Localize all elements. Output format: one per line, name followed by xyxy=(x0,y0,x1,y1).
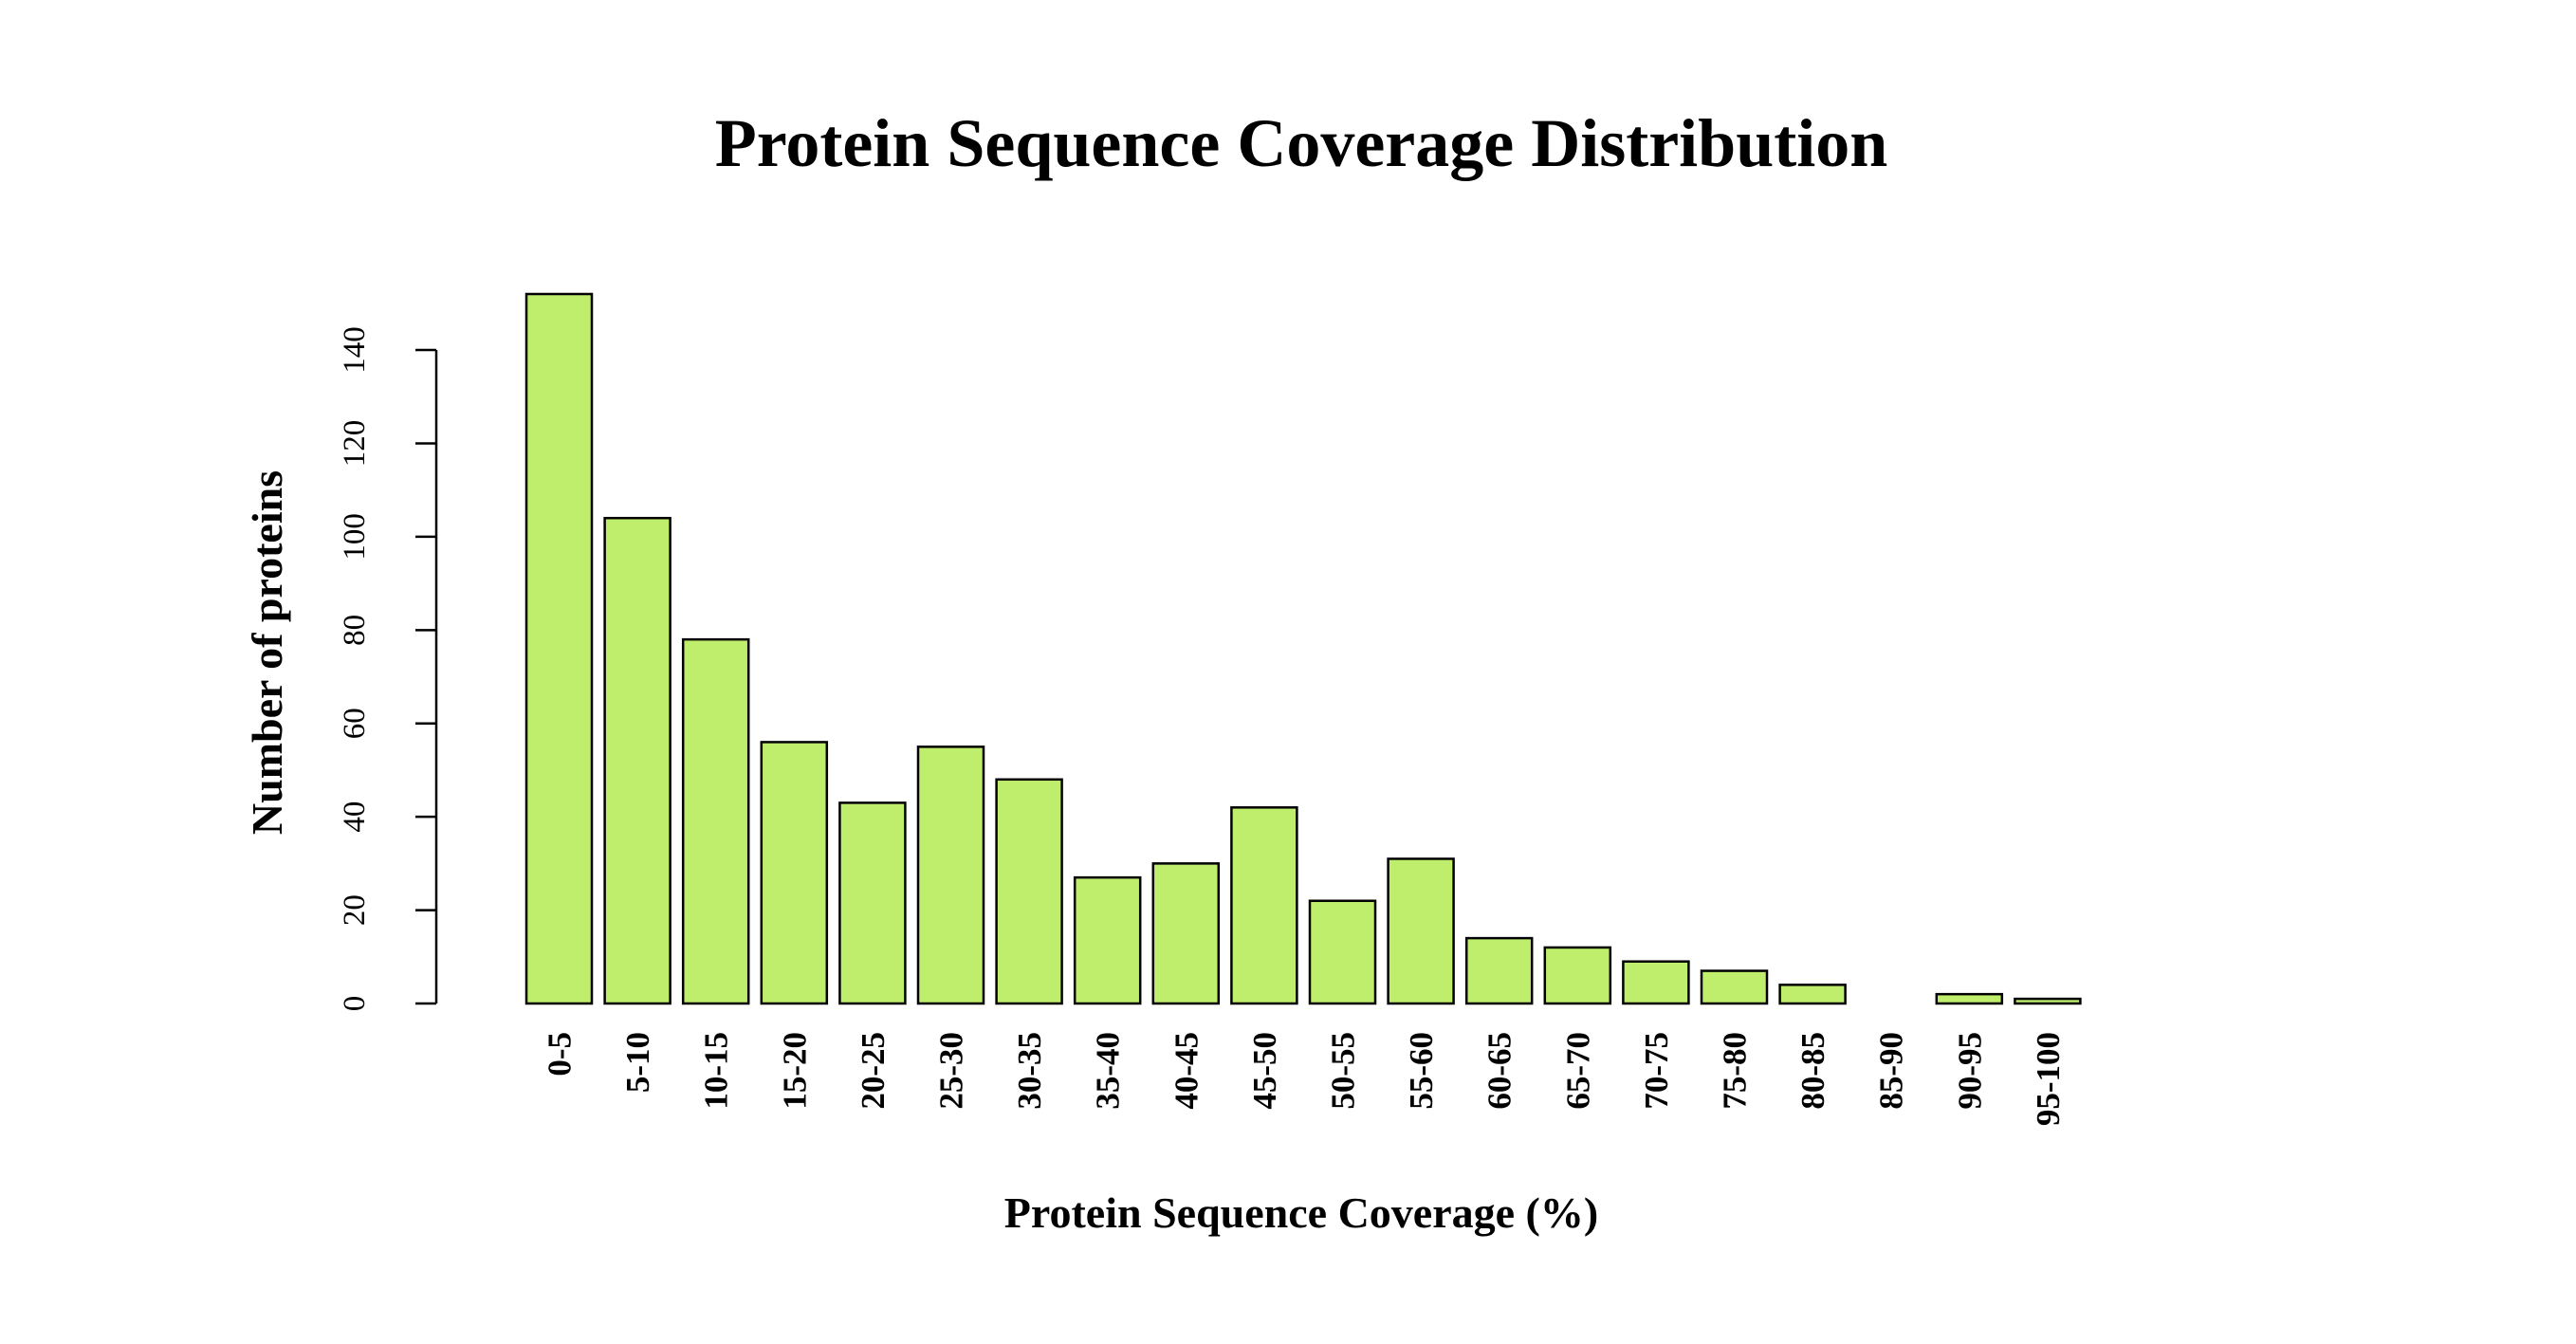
y-tick-label: 80 xyxy=(338,615,372,646)
bar-65-70 xyxy=(1543,946,1612,1005)
bar-50-55 xyxy=(1308,899,1377,1005)
bar-90-95 xyxy=(1935,992,2004,1005)
bar-80-85 xyxy=(1778,984,1847,1005)
x-tick-label: 65-70 xyxy=(1559,1032,1596,1110)
x-tick-label: 55-60 xyxy=(1403,1032,1440,1110)
y-tick-label: 100 xyxy=(338,513,372,561)
bar-25-30 xyxy=(916,746,985,1005)
bar-5-10 xyxy=(603,516,672,1005)
x-tick-label: 25-30 xyxy=(933,1032,970,1110)
x-tick-label: 45-50 xyxy=(1246,1032,1283,1110)
x-tick-label: 0-5 xyxy=(542,1032,579,1077)
y-tick-label: 40 xyxy=(338,801,372,833)
bar-45-50 xyxy=(1230,806,1298,1005)
x-tick-label: 90-95 xyxy=(1951,1032,1988,1110)
y-axis: 0 20 40 60 80 100 120 140 xyxy=(338,326,438,1012)
x-tick-label: 20-25 xyxy=(855,1032,892,1110)
y-tick-label: 20 xyxy=(338,894,372,926)
x-tick-label: 95-100 xyxy=(2030,1032,2067,1126)
bar-75-80 xyxy=(1700,969,1769,1005)
chart-title: Protein Sequence Coverage Distribution xyxy=(715,105,1888,181)
bar-70-75 xyxy=(1622,960,1690,1005)
x-tick-label: 70-75 xyxy=(1638,1032,1675,1110)
bar-95-100 xyxy=(2014,997,2082,1005)
x-tick-label: 50-55 xyxy=(1325,1032,1362,1110)
bar-30-35 xyxy=(995,778,1063,1005)
x-tick-label: 5-10 xyxy=(619,1032,656,1093)
y-axis-label: Number of proteins xyxy=(243,470,291,835)
bar-20-25 xyxy=(838,801,907,1005)
x-tick-label: 30-35 xyxy=(1011,1032,1048,1110)
bar-55-60 xyxy=(1387,857,1455,1005)
x-tick-label: 80-85 xyxy=(1794,1032,1831,1110)
y-tick-label: 60 xyxy=(338,708,372,739)
x-tick-label: 10-15 xyxy=(698,1032,735,1110)
bar-35-40 xyxy=(1073,875,1142,1005)
bar-60-65 xyxy=(1464,936,1534,1005)
x-tick-label: 85-90 xyxy=(1873,1032,1910,1110)
y-tick-label: 0 xyxy=(338,996,372,1012)
bar-10-15 xyxy=(681,637,750,1005)
x-tick-label: 60-65 xyxy=(1481,1032,1518,1110)
bar-40-45 xyxy=(1151,862,1221,1005)
y-tick-label: 120 xyxy=(338,420,372,468)
x-tick-label: 15-20 xyxy=(776,1032,813,1110)
x-tick-label: 35-40 xyxy=(1090,1032,1127,1110)
bars-group xyxy=(524,292,2082,1005)
x-tick-label: 75-80 xyxy=(1717,1032,1754,1110)
x-axis-label: Protein Sequence Coverage (%) xyxy=(1004,1188,1598,1237)
x-tick-label: 40-45 xyxy=(1168,1032,1205,1110)
bar-0-5 xyxy=(524,292,594,1005)
bar-15-20 xyxy=(760,741,829,1005)
y-tick-label: 140 xyxy=(338,326,372,374)
x-tick-labels: 0-5 5-10 10-15 15-20 20-25 25-30 30-35 35-40 40-… xyxy=(542,1032,2067,1126)
